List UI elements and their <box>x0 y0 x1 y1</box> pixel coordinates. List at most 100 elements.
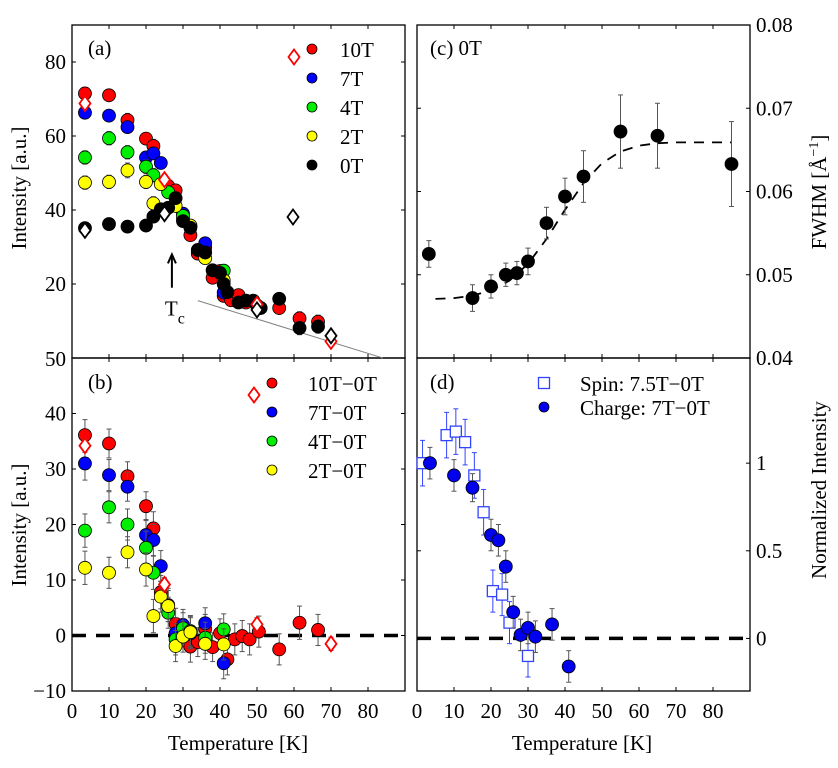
tc-label: Tc <box>165 297 185 328</box>
x-tick-label: 80 <box>358 699 379 723</box>
data-point <box>216 637 231 652</box>
data-point <box>324 634 338 653</box>
data-point <box>423 456 437 471</box>
series-b-3 <box>78 536 231 663</box>
legend-entry: 10T−0T <box>247 372 377 405</box>
data-point <box>521 621 535 635</box>
data-point <box>539 216 554 231</box>
data-point <box>242 632 257 647</box>
legend-entry: 2T <box>306 125 364 149</box>
legend-entry: 10T <box>287 38 374 67</box>
series-d-1 <box>423 446 576 683</box>
data-point <box>153 589 168 604</box>
y-tick-label: 0 <box>56 624 67 648</box>
legend-diamond-marker <box>247 385 261 405</box>
x-tick-label: 0 <box>67 699 78 723</box>
series-d-0 <box>416 408 535 678</box>
y-tick-label: 20 <box>45 513 66 537</box>
series-a-6 <box>78 204 338 345</box>
data-point <box>78 436 92 455</box>
panel-c-ylabel-end: ] <box>807 135 831 142</box>
data-point <box>157 170 172 189</box>
legend-diamond-marker <box>286 207 300 227</box>
data-point <box>78 150 92 165</box>
data-point <box>120 145 135 160</box>
panel-c-ylabel-main: FWHM [ <box>807 172 831 250</box>
y-tick-label: 0.06 <box>756 180 793 204</box>
y-tick-label: 10 <box>45 568 66 592</box>
legend-marker <box>306 43 318 55</box>
x-tick-label: 60 <box>284 699 305 723</box>
legend-panel-b: 10T−0T 7T−0T 4T−0T 2T−0T <box>247 372 377 483</box>
data-point <box>139 499 153 514</box>
panel-d-label: (d) <box>430 370 455 394</box>
panel-d-xlabel: Temperature [K] <box>512 731 652 755</box>
legend-entry: 4T <box>306 96 364 120</box>
svg-text:FWHM [Å−1]: FWHM [Å−1] <box>807 135 831 250</box>
data-point <box>120 120 135 135</box>
data-point <box>102 217 116 231</box>
data-point <box>528 629 543 644</box>
x-tick-label: 60 <box>629 699 650 723</box>
panel-a-ylabel: Intensity [a.u.] <box>7 126 31 249</box>
tc-arrow-head <box>166 251 177 264</box>
x-tick-label: 50 <box>247 699 268 723</box>
legend-label: 7T <box>340 67 364 91</box>
data-point <box>157 204 172 223</box>
data-point <box>220 285 235 300</box>
data-point <box>139 218 153 233</box>
legend-marker <box>306 130 318 142</box>
data-point <box>545 617 559 632</box>
legend-entry: 2T−0T <box>266 459 367 483</box>
legend-entry: 4T−0T <box>266 430 367 454</box>
data-point <box>120 479 135 494</box>
data-point <box>292 615 307 630</box>
data-point <box>272 642 287 657</box>
x-tick-label: 70 <box>321 699 342 723</box>
y-tick-label: 50 <box>45 347 66 371</box>
x-tick-label: 10 <box>99 699 120 723</box>
legend-label: 10T−0T <box>308 372 377 396</box>
legend-label: Spin: 7.5T−0T <box>580 372 704 396</box>
data-point <box>521 649 535 663</box>
fit-line <box>197 300 383 359</box>
y-tick-label: 80 <box>45 50 66 74</box>
x-tick-label: 40 <box>555 699 576 723</box>
data-point <box>311 319 325 334</box>
data-point <box>311 623 325 637</box>
data-point <box>510 266 524 280</box>
data-point <box>139 174 153 189</box>
legend-marker <box>537 376 551 390</box>
data-point <box>183 220 198 235</box>
y-tick-label: 0.04 <box>756 346 793 370</box>
panel-d-frame <box>416 357 751 692</box>
y-tick-label: 0.5 <box>756 539 782 563</box>
legend-marker <box>266 406 278 418</box>
legend-marker <box>266 377 278 389</box>
data-point <box>491 533 506 548</box>
data-point <box>102 436 116 451</box>
panel-c-ylabel-unit: Å <box>807 156 831 172</box>
legend-label: 4T−0T <box>308 430 367 454</box>
panel-b-label: (b) <box>88 370 113 394</box>
data-point <box>146 609 161 623</box>
legend-entry: 0T <box>306 154 364 178</box>
x-tick-label: 20 <box>481 699 502 723</box>
data-point <box>498 559 513 574</box>
data-point <box>120 517 135 532</box>
panel-a-label: (a) <box>88 36 111 60</box>
data-point <box>613 124 628 139</box>
legend-label: 2T−0T <box>308 459 367 483</box>
legend-marker <box>538 401 550 413</box>
data-point <box>78 560 92 575</box>
data-point <box>120 545 135 560</box>
data-point <box>183 625 198 640</box>
legend-label: 0T <box>340 154 364 178</box>
data-point <box>421 247 436 261</box>
x-tick-label: 70 <box>666 699 687 723</box>
panel-c-label: (c) 0T <box>430 36 482 60</box>
legend-marker <box>306 72 318 84</box>
data-point <box>506 605 521 620</box>
legend-label: 10T <box>340 38 374 62</box>
